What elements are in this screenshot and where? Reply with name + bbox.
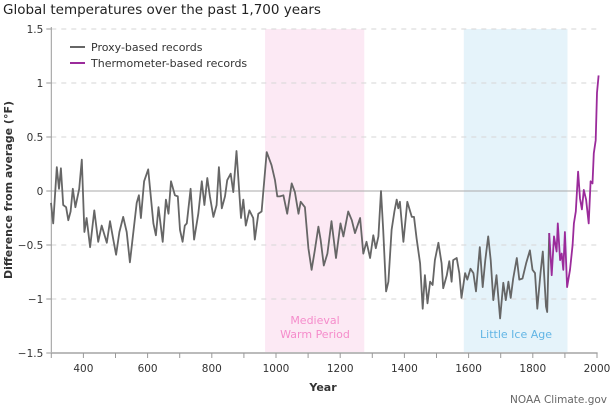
period-labels: Medieval Warm Period Little Ice Age — [280, 314, 552, 341]
gridlines — [51, 28, 598, 300]
legend: Proxy-based records Thermometer-based re… — [70, 41, 247, 70]
y-tick-label: 0 — [37, 186, 44, 198]
proxy-series-line — [50, 150, 551, 320]
x-tick-label: 1600 — [455, 363, 482, 375]
y-tick-label: 1 — [37, 78, 44, 90]
y-axis: 1.5 1 0.5 0 −0.5 −1 −1.5 — [18, 24, 52, 360]
x-tick-label: 1200 — [327, 363, 354, 375]
x-tick-label: 400 — [73, 363, 93, 375]
little-ice-age-label: Little Ice Age — [480, 328, 552, 341]
y-tick-label: −1.5 — [18, 348, 44, 360]
x-tick-label: 800 — [202, 363, 222, 375]
y-axis-label: Difference from average (°F) — [2, 101, 15, 279]
y-tick-label: 1.5 — [27, 24, 44, 36]
series-lines — [50, 75, 600, 320]
medieval-label-line2: Warm Period — [280, 328, 350, 341]
chart-title: Global temperatures over the past 1,700 … — [3, 2, 321, 18]
medieval-label-line1: Medieval — [290, 314, 339, 327]
x-tick-label: 600 — [138, 363, 158, 375]
x-tick-label: 1800 — [519, 363, 546, 375]
x-tick-label: 1000 — [263, 363, 290, 375]
x-axis: 400 600 800 1000 1200 1400 1600 1800 2000 — [50, 352, 610, 375]
x-tick-label: 1400 — [391, 363, 418, 375]
y-tick-label: −1 — [28, 294, 43, 306]
credit-text: NOAA Climate.gov — [510, 394, 607, 406]
y-tick-label: −0.5 — [18, 240, 44, 252]
x-tick-label: 2000 — [584, 363, 610, 375]
x-axis-label: Year — [308, 381, 337, 394]
y-tick-label: 0.5 — [27, 132, 44, 144]
thermometer-series-line — [548, 75, 600, 288]
legend-label-thermometer: Thermometer-based records — [90, 57, 247, 70]
legend-label-proxy: Proxy-based records — [91, 41, 203, 54]
